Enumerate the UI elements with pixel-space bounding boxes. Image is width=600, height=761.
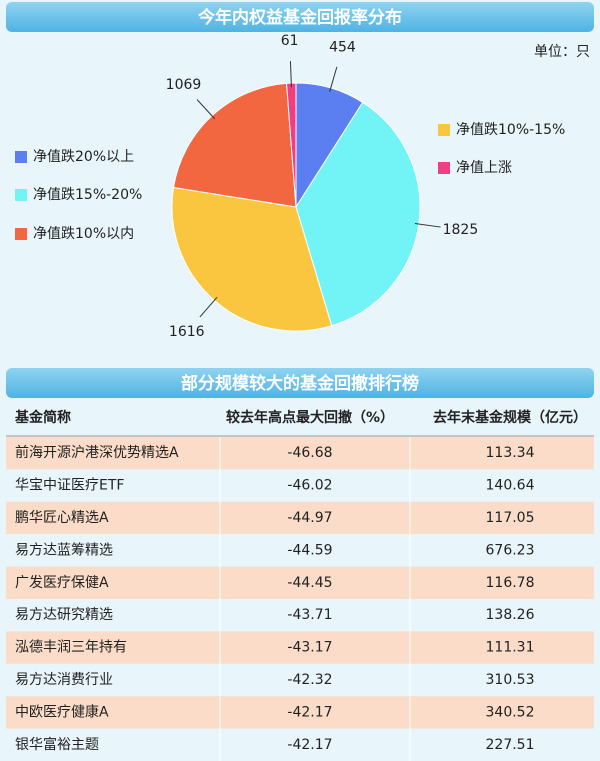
legend-swatch <box>15 151 27 163</box>
table-cell: 易方达消费行业 <box>15 672 113 688</box>
table-header: 较去年高点最大回撤（%） <box>226 409 394 426</box>
value-label: 1825 <box>443 222 479 238</box>
table-cell: 鹏华匠心精选A <box>15 510 109 526</box>
table-cell: 676.23 <box>486 542 535 558</box>
table-cell: 116.78 <box>486 575 535 591</box>
table-cell: 华宝中证医疗ETF <box>15 478 124 494</box>
table-cell: 113.34 <box>486 445 535 461</box>
legend-label: 净值跌15%-20% <box>33 187 142 203</box>
table-cell: 138.26 <box>486 607 535 623</box>
leader-line <box>196 99 216 120</box>
table-cell: 易方达研究精选 <box>15 607 113 623</box>
title-bar <box>6 368 594 398</box>
table-cell: -44.45 <box>287 575 332 591</box>
table-row <box>6 696 594 729</box>
leader-line <box>329 66 338 92</box>
table-cell: -44.59 <box>287 542 332 558</box>
pie-slice <box>172 82 297 208</box>
table-cell: 310.53 <box>486 672 535 688</box>
table-title: 部分规模较大的基金回撤排行榜 <box>181 373 419 394</box>
leader-line <box>199 297 218 318</box>
table-cell: 中欧医疗健康A <box>15 703 109 720</box>
table-cell: 银华富裕主题 <box>15 736 99 753</box>
table-row <box>6 728 594 761</box>
table-cell: -42.17 <box>287 704 332 720</box>
value-label: 1616 <box>169 324 205 340</box>
title-bar <box>6 2 594 32</box>
leader-line <box>414 222 441 228</box>
table-row <box>6 599 594 632</box>
legend-swatch <box>438 124 450 136</box>
legend-label: 净值跌10%以内 <box>33 226 134 242</box>
table-row <box>6 631 594 664</box>
legend-swatch <box>15 189 27 201</box>
table-header: 去年末基金规模（亿元） <box>433 409 587 426</box>
table-header: 基金简称 <box>15 409 71 426</box>
table-row <box>6 469 594 502</box>
table-cell: 广发医疗保健A <box>15 575 109 591</box>
legend-swatch <box>15 228 27 240</box>
value-label: 454 <box>329 40 356 56</box>
leader-line <box>289 61 292 88</box>
value-label: 61 <box>281 33 299 49</box>
table-cell: 易方达蓝筹精选 <box>15 541 113 558</box>
table-row <box>6 663 594 697</box>
unit-label: 单位：只 <box>534 44 590 60</box>
table-cell: 泓德丰润三年持有 <box>15 640 127 656</box>
legend-label: 净值上涨 <box>456 160 512 176</box>
table-cell: -46.02 <box>287 478 332 494</box>
value-label: 1069 <box>166 77 202 93</box>
table-cell: 前海开源沪港深优势精选A <box>15 444 179 461</box>
table-row <box>6 534 594 567</box>
table-cell: -44.97 <box>287 510 332 526</box>
legend-swatch <box>438 162 450 174</box>
table-cell: 140.64 <box>486 478 535 494</box>
table-cell: -43.17 <box>287 640 332 656</box>
table-cell: -42.17 <box>287 737 332 753</box>
table-cell: 340.52 <box>486 704 535 720</box>
table-cell: -43.71 <box>287 607 332 623</box>
table-cell: 117.05 <box>486 510 535 526</box>
table-cell: -42.32 <box>287 672 332 688</box>
legend-label: 净值跌20%以上 <box>33 149 134 165</box>
legend-label: 净值跌10%-15% <box>456 122 565 138</box>
table-cell: -46.68 <box>287 445 332 461</box>
table-cell: 111.31 <box>486 640 535 656</box>
table-row <box>6 501 594 535</box>
chart-title: 今年内权益基金回报率分布 <box>198 7 402 28</box>
table-cell: 227.51 <box>486 737 535 753</box>
table-row <box>6 437 594 470</box>
table-row <box>6 566 594 599</box>
